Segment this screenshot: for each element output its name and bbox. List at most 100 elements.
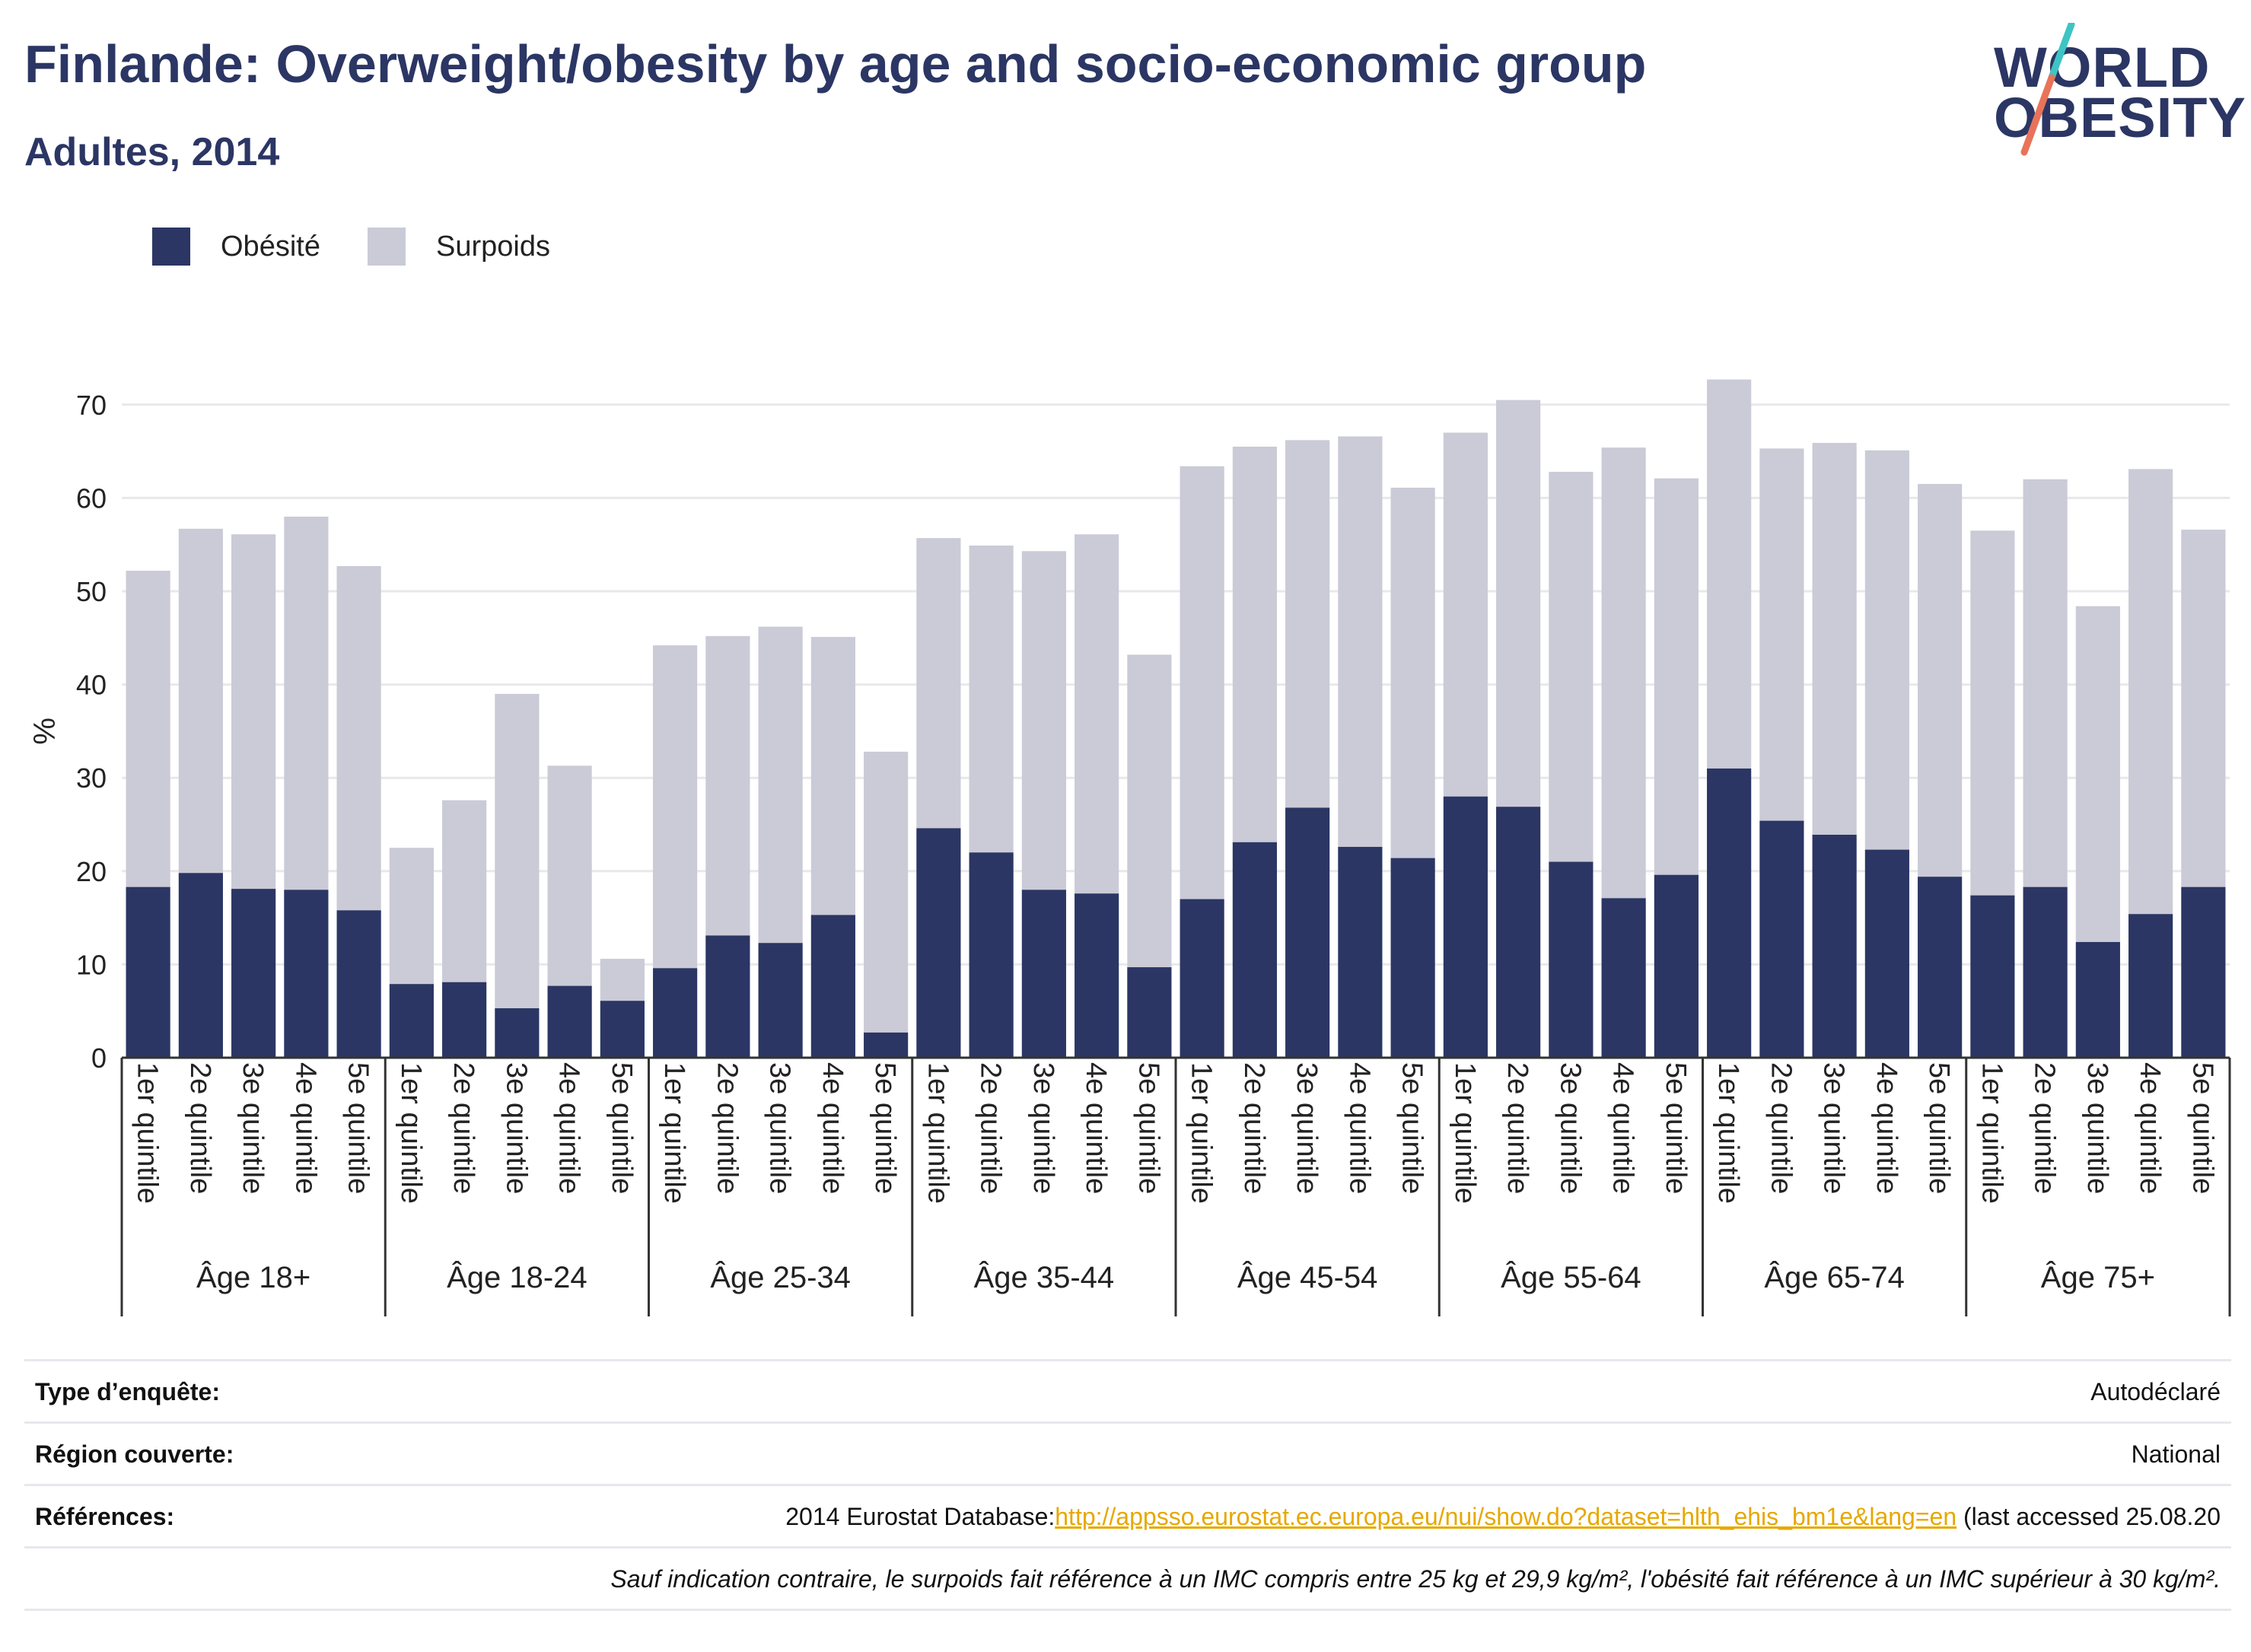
info-row-note: Sauf indication contraire, le surpoids f… (24, 1546, 2231, 1611)
x-tick-label-g7-q4: 4e quintile (2134, 1062, 2166, 1194)
bar-obesity-g5-q5 (1654, 874, 1699, 1058)
bar-obesity-g3-q5 (1127, 967, 1172, 1058)
bar-overweight-g2-q5 (864, 751, 909, 1033)
bar-obesity-g0-q1 (126, 886, 170, 1058)
bar-overweight-g3-q4 (1075, 534, 1119, 894)
bar-obesity-g0-q4 (284, 890, 329, 1058)
bar-obesity-g0-q3 (231, 889, 276, 1058)
bar-overweight-g4-q3 (1285, 440, 1330, 808)
bar-overweight-g7-q1 (1970, 530, 2015, 896)
x-tick-label-g2-q2: 2e quintile (711, 1062, 743, 1194)
x-tick-label-g2-q5: 5e quintile (869, 1062, 901, 1194)
x-tick-label-g6-q3: 3e quintile (1818, 1062, 1850, 1194)
bar-overweight-g1-q5 (600, 959, 645, 1001)
legend-swatch-overweight (367, 228, 406, 266)
group-label-2: Âge 25-34 (710, 1260, 851, 1294)
bar-obesity-g1-q1 (389, 984, 434, 1058)
x-tick-label-g3-q4: 4e quintile (1080, 1062, 1112, 1194)
bar-overweight-g6-q5 (1918, 484, 1963, 877)
bar-obesity-g2-q5 (864, 1032, 909, 1058)
bar-obesity-g1-q4 (547, 985, 592, 1058)
y-tick-label-10: 10 (76, 949, 107, 980)
bar-overweight-g3-q1 (916, 538, 961, 829)
x-tick-label-g3-q3: 3e quintile (1027, 1062, 1059, 1194)
x-tick-label-g7-q2: 2e quintile (2029, 1062, 2061, 1194)
x-tick-label-g2-q3: 3e quintile (764, 1062, 796, 1194)
y-tick-label-0: 0 (91, 1042, 107, 1074)
x-tick-label-g3-q5: 5e quintile (1132, 1062, 1164, 1194)
logo-line-world: WORLD (1994, 36, 2211, 99)
bar-overweight-g5-q3 (1549, 472, 1594, 862)
group-label-3: Âge 35-44 (974, 1260, 1115, 1294)
x-tick-label-g0-q5: 5e quintile (342, 1062, 374, 1194)
y-tick-label-50: 50 (76, 576, 107, 607)
bar-obesity-g2-q3 (758, 943, 803, 1058)
bar-obesity-g6-q4 (1864, 849, 1909, 1058)
bar-overweight-g5-q1 (1443, 432, 1488, 797)
x-tick-label-g1-q2: 2e quintile (447, 1062, 479, 1194)
x-tick-label-g1-q1: 1er quintile (395, 1062, 427, 1204)
bar-overweight-g4-q4 (1338, 436, 1383, 847)
bar-overweight-g1-q4 (547, 766, 592, 986)
bar-overweight-g0-q1 (126, 571, 170, 887)
x-tick-label-g7-q5: 5e quintile (2186, 1062, 2218, 1194)
bar-obesity-g7-q5 (2181, 886, 2226, 1058)
x-tick-label-g5-q3: 3e quintile (1554, 1062, 1586, 1194)
bar-obesity-g6-q1 (1707, 768, 1752, 1058)
x-tick-label-g7-q3: 3e quintile (2081, 1062, 2113, 1194)
bar-obesity-g5-q2 (1496, 807, 1541, 1058)
info-row-references: Références: 2014 Eurostat Database:http:… (24, 1484, 2231, 1549)
references-link[interactable]: http://appsso.eurostat.ec.europa.eu/nui/… (1055, 1503, 1957, 1530)
group-label-0: Âge 18+ (196, 1260, 310, 1294)
bar-obesity-g5-q3 (1549, 861, 1594, 1058)
x-tick-label-g5-q1: 1er quintile (1449, 1062, 1481, 1204)
x-tick-label-g0-q1: 1er quintile (132, 1062, 164, 1204)
x-tick-label-g4-q4: 4e quintile (1343, 1062, 1375, 1194)
y-tick-label-20: 20 (76, 856, 107, 887)
bar-overweight-g3-q5 (1127, 654, 1172, 968)
bar-overweight-g6-q2 (1759, 448, 1804, 821)
y-axis-label: % (28, 718, 62, 745)
x-tick-label-g2-q1: 1er quintile (658, 1062, 690, 1204)
bar-overweight-g2-q1 (653, 645, 698, 969)
x-tick-label-g1-q5: 5e quintile (606, 1062, 638, 1194)
x-tick-label-g6-q1: 1er quintile (1712, 1062, 1744, 1204)
bar-overweight-g0-q3 (231, 534, 276, 890)
x-tick-label-g4-q2: 2e quintile (1238, 1062, 1270, 1194)
bar-overweight-g2-q4 (810, 637, 855, 915)
x-tick-label-g0-q3: 3e quintile (237, 1062, 269, 1194)
x-tick-label-g0-q2: 2e quintile (184, 1062, 216, 1194)
bar-overweight-g0-q4 (284, 516, 329, 890)
legend-item-overweight: Surpoids (367, 228, 550, 266)
bar-obesity-g2-q4 (810, 915, 855, 1058)
x-tick-label-g4-q1: 1er quintile (1186, 1062, 1218, 1204)
bar-overweight-g3-q3 (1021, 551, 1066, 890)
bar-overweight-g4-q5 (1390, 487, 1435, 858)
y-tick-label-30: 30 (76, 762, 107, 794)
x-tick-label-g3-q1: 1er quintile (922, 1062, 954, 1204)
bar-obesity-g1-q5 (600, 1001, 645, 1058)
references-prefix: 2014 Eurostat Database: (785, 1503, 1055, 1530)
bar-obesity-g5-q4 (1601, 898, 1646, 1058)
world-obesity-logo: WORLD OBESITY (1971, 23, 2246, 167)
bar-obesity-g2-q2 (705, 935, 750, 1058)
bar-obesity-g7-q4 (2128, 914, 2173, 1058)
bar-obesity-g6-q5 (1918, 877, 1963, 1058)
bar-obesity-g4-q5 (1390, 858, 1435, 1058)
bar-overweight-g6-q3 (1812, 443, 1857, 835)
bar-obesity-g0-q5 (336, 910, 381, 1058)
info-row-survey-type: Type d’enquête: Autodéclaré (24, 1359, 2231, 1424)
info-row-region: Région couverte: National (24, 1421, 2231, 1486)
survey-type-value: Autodéclaré (2090, 1378, 2221, 1405)
bar-obesity-g3-q1 (916, 828, 961, 1058)
y-tick-label-60: 60 (76, 482, 107, 514)
region-label: Région couverte: (35, 1440, 234, 1468)
bar-obesity-g7-q3 (2075, 941, 2120, 1058)
bar-overweight-g1-q3 (495, 693, 540, 1009)
bar-overweight-g2-q2 (705, 635, 750, 936)
bar-obesity-g7-q2 (2023, 886, 2068, 1058)
bar-obesity-g1-q3 (495, 1008, 540, 1058)
bar-overweight-g3-q2 (969, 545, 1014, 853)
x-tick-label-g6-q2: 2e quintile (1765, 1062, 1797, 1194)
x-tick-label-g4-q3: 3e quintile (1291, 1062, 1323, 1194)
